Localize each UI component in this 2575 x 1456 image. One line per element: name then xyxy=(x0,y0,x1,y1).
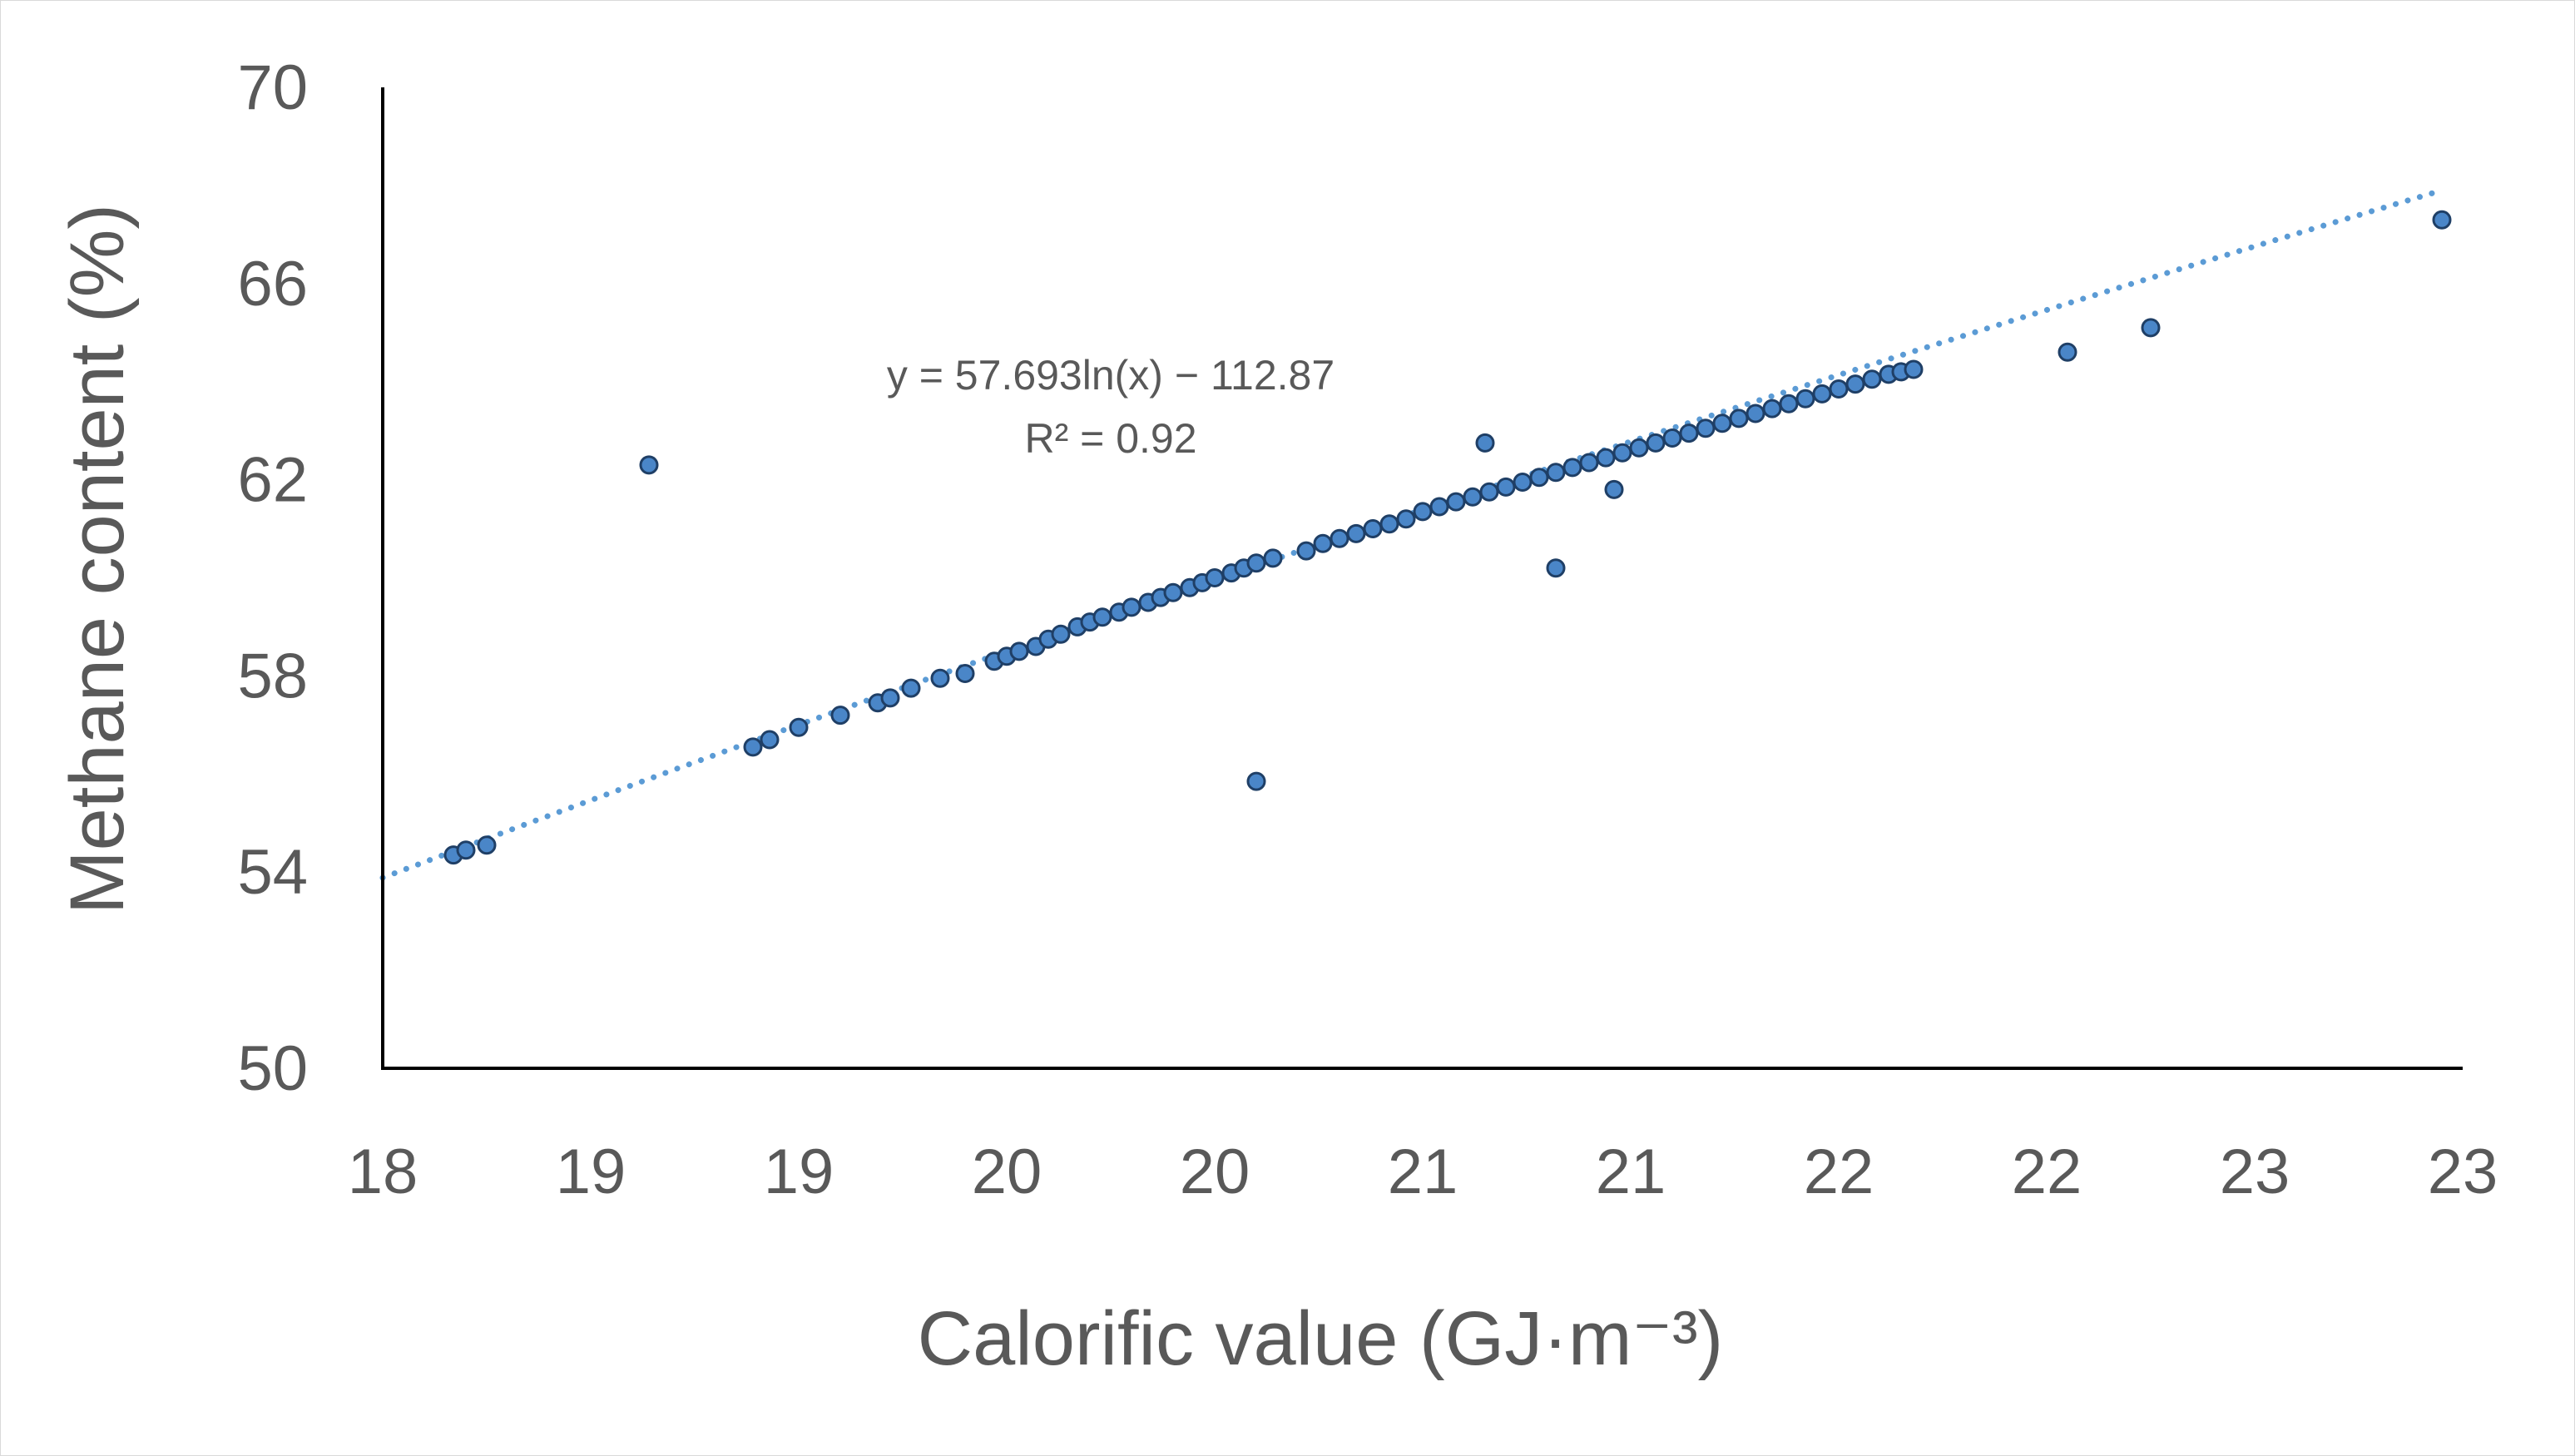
data-point xyxy=(1596,448,1616,468)
x-tick-label: 22 xyxy=(1804,1137,1874,1207)
data-point xyxy=(930,668,950,688)
data-point xyxy=(1479,482,1499,502)
trendline-equation: y = 57.693ln(x) − 112.87 xyxy=(887,352,1335,399)
data-point xyxy=(1092,607,1112,627)
data-point xyxy=(1246,771,1266,791)
data-point xyxy=(1379,514,1399,534)
y-tick-label: 58 xyxy=(237,641,308,711)
data-point xyxy=(456,840,476,860)
data-point xyxy=(1546,558,1566,578)
data-point xyxy=(1646,433,1666,453)
data-point xyxy=(1712,414,1732,433)
data-point xyxy=(1662,428,1682,448)
data-point xyxy=(1604,479,1624,499)
data-point xyxy=(1475,433,1495,453)
tick-labels-layer: 50 54 58 62 66 70 18 19 19 20 20 21 21 22 22 23 23 xyxy=(237,52,2498,1207)
x-tick-label: 20 xyxy=(1180,1137,1250,1207)
data-point xyxy=(1313,533,1333,553)
data-point xyxy=(1812,384,1832,404)
data-point xyxy=(639,455,659,475)
data-point xyxy=(1904,359,1924,379)
y-tick-label: 70 xyxy=(237,52,308,123)
x-tick-label: 19 xyxy=(764,1137,834,1207)
data-point xyxy=(1762,399,1782,418)
data-point xyxy=(760,730,780,750)
x-axis-title: Calorific value (GJ·m⁻³) xyxy=(918,1296,1724,1381)
data-point xyxy=(2432,210,2452,230)
data-point xyxy=(1579,453,1599,473)
data-point xyxy=(1051,624,1071,644)
data-point xyxy=(830,706,850,726)
data-point xyxy=(1496,477,1516,497)
trendline-layer xyxy=(379,187,2445,881)
data-point xyxy=(1429,497,1449,517)
data-point xyxy=(743,737,763,757)
y-axis-title: Methane content (%) xyxy=(55,204,140,914)
data-point xyxy=(1529,468,1549,488)
x-tick-label: 19 xyxy=(556,1137,626,1207)
data-point xyxy=(1122,597,1141,617)
x-tick-label: 22 xyxy=(2012,1137,2082,1207)
data-point xyxy=(1546,463,1566,483)
trendline-r-squared: R² = 0.92 xyxy=(1024,415,1196,462)
x-tick-label: 18 xyxy=(348,1137,418,1207)
data-point xyxy=(2141,318,2161,338)
data-point xyxy=(1845,374,1865,394)
data-point xyxy=(1246,553,1266,573)
data-point xyxy=(1446,492,1466,512)
data-point xyxy=(1330,528,1349,548)
data-point xyxy=(1612,443,1632,463)
data-point xyxy=(1696,418,1716,438)
data-point xyxy=(955,664,975,683)
data-point xyxy=(1829,379,1849,399)
y-tick-label: 54 xyxy=(237,837,308,908)
data-point xyxy=(901,678,921,698)
data-point xyxy=(1862,369,1882,389)
x-tick-label: 21 xyxy=(1388,1137,1458,1207)
data-point xyxy=(1629,438,1649,458)
data-point xyxy=(1263,548,1283,568)
data-point xyxy=(789,717,809,737)
axes-layer xyxy=(381,87,2463,1070)
data-point xyxy=(2058,342,2077,362)
data-point xyxy=(1163,582,1183,602)
data-point xyxy=(1396,509,1416,529)
x-tick-label: 21 xyxy=(1596,1137,1666,1207)
data-point xyxy=(1009,641,1029,661)
x-tick-label: 23 xyxy=(2428,1137,2498,1207)
data-point xyxy=(1729,409,1749,428)
data-point xyxy=(1463,487,1483,507)
y-tick-label: 50 xyxy=(237,1033,308,1104)
data-point xyxy=(1346,523,1366,543)
x-tick-label: 23 xyxy=(2220,1137,2290,1207)
data-point xyxy=(1795,389,1815,409)
data-points-layer xyxy=(443,210,2452,865)
data-point xyxy=(1562,458,1582,478)
data-point xyxy=(1779,394,1799,414)
y-tick-label: 62 xyxy=(237,445,308,516)
data-point xyxy=(1205,568,1225,587)
data-point xyxy=(880,688,900,708)
data-point xyxy=(1679,423,1699,443)
data-point xyxy=(1746,404,1765,423)
trendline xyxy=(379,187,2445,881)
data-point xyxy=(1413,502,1433,522)
x-tick-label: 20 xyxy=(972,1137,1042,1207)
data-point xyxy=(477,835,497,855)
data-point xyxy=(1363,519,1383,538)
y-tick-label: 66 xyxy=(237,249,308,319)
data-point xyxy=(1296,541,1316,561)
data-point xyxy=(1513,473,1533,492)
